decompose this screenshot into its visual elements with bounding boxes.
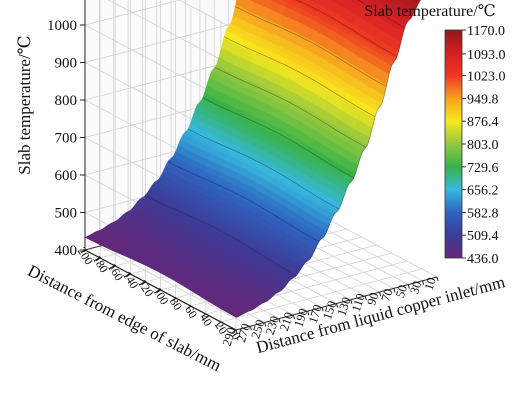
- z-tick-label: 800: [55, 93, 78, 109]
- surface-patch: [249, 0, 254, 2]
- colorbar-tick-label: 876.4: [467, 115, 499, 130]
- x-tick: [336, 303, 338, 308]
- isotherm-line: [202, 97, 354, 179]
- y-tick: [216, 321, 222, 326]
- isotherm-line: [187, 128, 340, 210]
- colorbar-tick-label: 949.8: [467, 92, 499, 107]
- y-tick: [156, 289, 161, 294]
- z-axis-label: Slab temperature/℃: [15, 35, 34, 174]
- colorbar: Slab temperature/℃ 1170.0 1093.0 1023.0 949.…: [364, 3, 505, 267]
- colorbar-tick-label: 509.4: [467, 229, 499, 244]
- surface-patch: [309, 0, 326, 7]
- surface-patch: [290, 0, 309, 7]
- x-tick: [292, 314, 295, 319]
- z-tick-label: 1000: [47, 18, 77, 34]
- y-tick: [95, 257, 101, 262]
- x-tick: [364, 295, 367, 301]
- colorbar-tick-label: 1170.0: [467, 24, 505, 39]
- y-tick: [110, 265, 116, 270]
- colorbar-tick-label: 729.6: [467, 161, 499, 176]
- y-tick: [231, 329, 237, 334]
- z-tick-label: 600: [55, 168, 78, 184]
- x-tick-label: 10: [422, 276, 439, 292]
- isotherm-line: [223, 36, 376, 118]
- colorbar-tick-label: 803.0: [467, 138, 499, 153]
- x-tick: [307, 310, 310, 316]
- x-tick: [422, 280, 425, 285]
- z-tick-label: 900: [55, 56, 78, 72]
- x-tick-label: 30: [407, 279, 424, 295]
- y-tick: [201, 313, 207, 318]
- isotherm-line: [357, 0, 405, 28]
- x-tick: [235, 329, 238, 335]
- y-tick: [186, 305, 191, 310]
- x-tick: [321, 307, 324, 312]
- surface-patch: [252, 0, 272, 9]
- isotherm-line: [215, 67, 367, 148]
- x-tick-label: 150: [320, 299, 339, 321]
- x-tick-label: 230: [263, 314, 282, 336]
- z-tick-label: 700: [55, 131, 78, 147]
- x-tick: [278, 318, 281, 323]
- x-tick-label: 210: [277, 311, 296, 333]
- surface-patch: [349, 0, 360, 6]
- y-tick: [171, 297, 176, 302]
- colorbar-tick-label: 1093.0: [467, 48, 506, 63]
- colorbar-tick-label: 436.0: [467, 252, 499, 267]
- isotherm-line: [295, 0, 398, 57]
- x-tick: [249, 326, 252, 331]
- x-tick-label: 70: [378, 287, 395, 303]
- x-tick-label: 250: [248, 318, 267, 340]
- isotherm-line: [235, 6, 387, 87]
- colorbar-gradient: [444, 29, 463, 259]
- x-tick-label: 170: [306, 303, 325, 325]
- x-tick-label: 270: [234, 322, 253, 344]
- colorbar-tick-label: 582.8: [467, 206, 499, 221]
- x-tick: [436, 276, 439, 282]
- x-tick: [350, 299, 353, 304]
- surface-patch: [330, 0, 343, 6]
- isotherm-line: [167, 161, 319, 243]
- x-tick: [264, 322, 267, 327]
- colorbar-tick-label: 1023.0: [467, 70, 506, 85]
- x-tick-label: 290: [220, 326, 239, 348]
- isotherm-line: [145, 195, 297, 276]
- y-tick: [80, 249, 86, 254]
- temperature-surface: [84, 0, 422, 318]
- x-tick-label: 190: [291, 307, 310, 329]
- x-tick: [407, 284, 410, 289]
- surface-patch: [280, 0, 291, 4]
- x-tick-label: 50: [393, 283, 410, 299]
- colorbar-title: Slab temperature/℃: [364, 3, 495, 20]
- x-tick-label: 130: [335, 295, 354, 317]
- surface-front-edge: [235, 0, 422, 318]
- z-tick-label: 500: [55, 206, 78, 222]
- x-tick-label: 90: [364, 291, 381, 307]
- colorbar-tick-label: 656.2: [467, 184, 499, 199]
- x-tick: [393, 288, 396, 293]
- y-tick: [141, 281, 146, 286]
- x-tick-label: 110: [349, 292, 368, 314]
- z-tick-label: 400: [55, 243, 78, 259]
- x-tick: [379, 292, 382, 297]
- y-tick: [126, 273, 131, 278]
